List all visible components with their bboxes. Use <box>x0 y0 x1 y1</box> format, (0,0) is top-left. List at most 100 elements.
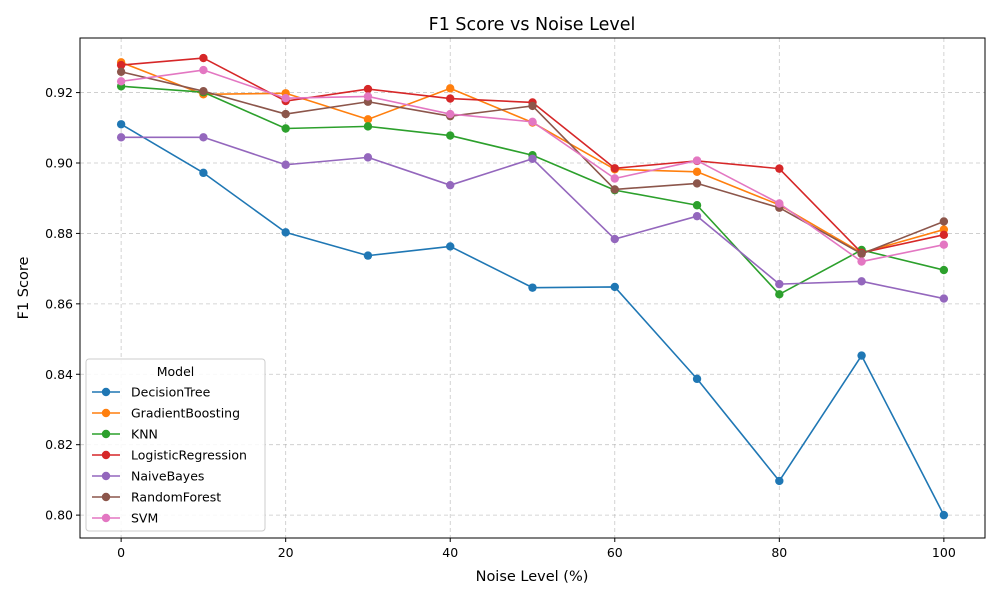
data-point-svm <box>199 65 208 75</box>
legend-box <box>85 358 266 532</box>
legend-swatch-marker <box>101 492 111 502</box>
legend-item-knn: KNN <box>92 427 158 442</box>
legend-item-decision-tree: DecisionTree <box>92 385 211 400</box>
data-point-logistic-regression <box>363 84 373 94</box>
legend-swatch-marker <box>101 429 111 439</box>
data-point-naive-bayes <box>939 294 949 303</box>
data-point-decision-tree <box>528 283 537 292</box>
data-point-naive-bayes <box>199 133 208 142</box>
data-point-decision-tree <box>116 120 126 129</box>
data-point-gradient-boosting <box>692 167 702 177</box>
data-point-knn <box>939 265 949 275</box>
data-point-svm <box>446 109 455 119</box>
data-point-random-forest <box>199 86 208 96</box>
legend-swatch-marker <box>101 387 111 397</box>
legend: Model DecisionTree GradientBoosting KNN Log… <box>85 358 266 532</box>
data-point-logistic-regression <box>199 53 208 63</box>
data-point-random-forest <box>281 109 290 119</box>
legend-item-gradient-boosting: GradientBoosting <box>92 406 240 421</box>
data-point-decision-tree <box>610 282 619 292</box>
legend-swatch-marker <box>101 408 111 418</box>
x-tick-label: 0 <box>117 545 125 560</box>
data-point-random-forest <box>692 179 702 188</box>
data-point-logistic-regression <box>610 164 619 173</box>
data-point-decision-tree <box>775 476 784 486</box>
x-tick-label: 20 <box>278 545 294 560</box>
data-point-svm <box>610 174 619 183</box>
legend-swatch-marker <box>101 450 111 460</box>
y-tick-label: 0.90 <box>45 156 73 171</box>
data-point-logistic-regression <box>939 230 949 240</box>
data-point-logistic-regression <box>775 164 784 173</box>
legend-swatch-marker <box>101 513 111 523</box>
data-point-naive-bayes <box>528 154 537 163</box>
legend-label: LogisticRegression <box>131 448 247 463</box>
data-point-decision-tree <box>281 228 290 237</box>
data-point-knn <box>363 122 373 131</box>
x-axis-ticks: 0 20 40 60 80 100 <box>117 538 956 560</box>
legend-item-naive-bayes: NaiveBayes <box>92 469 204 484</box>
data-point-decision-tree <box>939 510 949 520</box>
legend-items: DecisionTree GradientBoosting KNN LogisticR… <box>92 385 247 526</box>
data-point-naive-bayes <box>116 133 126 142</box>
legend-swatch-marker <box>101 471 111 481</box>
y-tick-label: 0.80 <box>45 508 73 523</box>
data-point-random-forest <box>857 249 866 259</box>
data-point-svm <box>363 92 373 101</box>
data-point-decision-tree <box>692 374 702 384</box>
series-decision-tree <box>116 120 949 520</box>
x-tick-label: 100 <box>932 545 956 560</box>
y-axis-label: F1 Score <box>16 257 32 320</box>
data-point-random-forest <box>116 67 126 77</box>
series-svm <box>116 65 949 266</box>
data-point-naive-bayes <box>857 277 866 286</box>
x-tick-label: 60 <box>607 545 623 560</box>
data-point-naive-bayes <box>281 160 290 169</box>
data-point-decision-tree <box>446 242 455 251</box>
data-point-gradient-boosting <box>363 115 373 124</box>
data-point-random-forest <box>939 217 949 226</box>
legend-label: NaiveBayes <box>131 469 204 484</box>
legend-item-random-forest: RandomForest <box>92 490 221 505</box>
data-point-gradient-boosting <box>446 84 455 93</box>
data-point-logistic-regression <box>116 60 126 70</box>
y-tick-label: 0.88 <box>45 226 73 241</box>
data-point-random-forest <box>528 101 537 111</box>
series-naive-bayes <box>116 133 949 303</box>
data-point-knn <box>775 290 784 299</box>
data-point-knn <box>281 124 290 133</box>
legend-item-logistic-regression: LogisticRegression <box>92 448 247 463</box>
data-point-svm <box>692 156 702 165</box>
data-point-decision-tree <box>857 351 866 360</box>
data-point-naive-bayes <box>610 234 619 244</box>
plot-area-frame <box>79 37 986 539</box>
y-axis-ticks: 0.80 0.82 0.84 0.86 0.88 0.90 0.92 <box>45 85 80 523</box>
series-lines <box>116 53 949 520</box>
data-point-naive-bayes <box>775 279 784 289</box>
data-point-decision-tree <box>199 168 208 178</box>
data-point-naive-bayes <box>692 211 702 221</box>
data-point-knn <box>692 201 702 210</box>
legend-label: GradientBoosting <box>131 406 240 421</box>
data-point-svm <box>939 240 949 249</box>
data-point-logistic-regression <box>446 94 455 103</box>
data-point-svm <box>528 117 537 127</box>
x-tick-label: 80 <box>771 545 787 560</box>
y-tick-label: 0.82 <box>45 437 73 452</box>
data-point-decision-tree <box>363 251 373 260</box>
chart-title: F1 Score vs Noise Level <box>429 15 636 35</box>
data-point-naive-bayes <box>446 180 455 190</box>
data-point-knn <box>446 131 455 140</box>
data-point-svm <box>116 77 126 86</box>
y-tick-label: 0.84 <box>45 367 73 382</box>
legend-label: SVM <box>131 511 158 526</box>
y-tick-label: 0.92 <box>45 85 73 100</box>
legend-title: Model <box>157 364 195 379</box>
legend-label: KNN <box>131 427 158 442</box>
y-tick-label: 0.86 <box>45 296 73 311</box>
legend-label: RandomForest <box>131 490 221 505</box>
data-point-naive-bayes <box>363 153 373 162</box>
x-tick-label: 40 <box>442 545 458 560</box>
data-point-svm <box>281 94 290 103</box>
